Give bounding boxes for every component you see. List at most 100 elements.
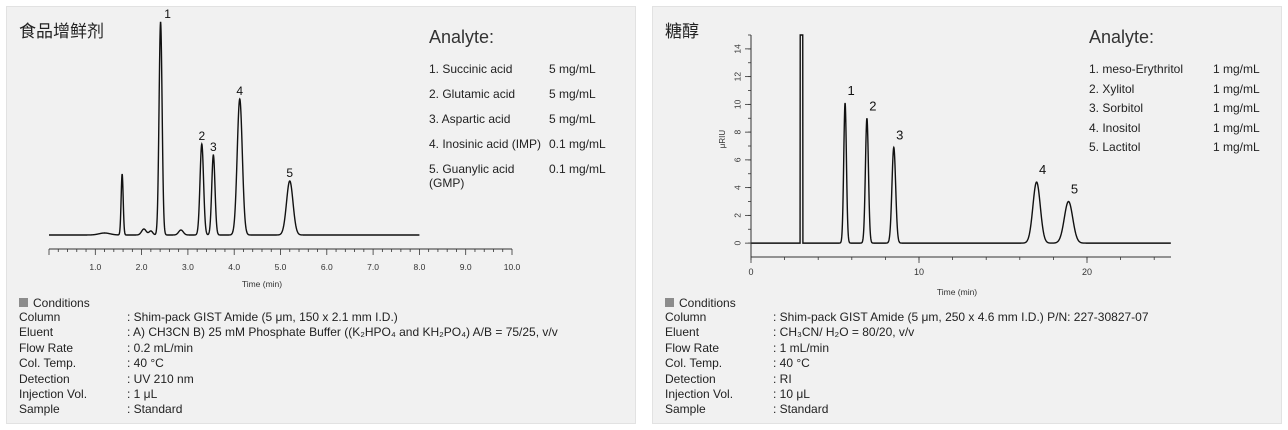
x-tick-label: 9.0	[460, 262, 472, 272]
analyte-name: 3. Aspartic acid	[429, 112, 511, 126]
condition-value: : UV 210 nm	[127, 371, 194, 386]
peak-label: 5	[286, 166, 293, 180]
analyte-item: 5. Lactitol 1 mg/mL	[1089, 140, 1260, 160]
condition-label: Detection	[19, 371, 70, 386]
condition-row: Detection : UV 210 nm	[19, 372, 558, 387]
analyte-name: 1. meso-Erythritol	[1089, 62, 1184, 76]
condition-value: : 40 °C	[127, 356, 164, 371]
condition-row: Col. Temp. : 40 °C	[19, 356, 558, 371]
chart-title: 食品增鲜剂	[19, 22, 104, 41]
y-tick-label: 12	[732, 72, 742, 82]
condition-value: : Standard	[773, 402, 829, 417]
condition-value: : A) CH3CN B) 25 mM Phosphate Buffer ((K…	[127, 325, 558, 340]
peak-label: 2	[869, 98, 876, 113]
peak-label: 3	[896, 127, 903, 142]
condition-value: : 1 mL/min	[773, 340, 830, 355]
analyte-name: 2. Xylitol	[1089, 81, 1135, 96]
condition-row: Sample : Standard	[665, 402, 1149, 417]
x-tick-label: 0	[748, 267, 753, 277]
condition-row: Column: Shim-pack GIST Amide (5 μm, 150 …	[19, 310, 558, 325]
peak-label: 4	[1039, 162, 1046, 177]
analyte-concentration: 1 mg/mL	[1213, 81, 1260, 96]
condition-label: Col. Temp.	[665, 356, 723, 371]
analyte-item: 1. Succinic acid 5 mg/mL	[429, 62, 606, 87]
condition-row: Eluent : A) CH3CN B) 25 mM Phosphate Buff…	[19, 325, 558, 340]
x-tick-label: 20	[1082, 267, 1092, 277]
analyte-heading: Analyte:	[1089, 27, 1155, 47]
condition-value: : Shim-pack GIST Amide (5 μm, 150 x 2.1 …	[127, 310, 398, 324]
analyte-heading: Analyte:	[429, 27, 495, 47]
y-tick-label: 2	[732, 213, 742, 218]
x-tick-label: 1.0	[89, 262, 101, 272]
chromatogram-panel-sugar-alcohols: 糖醇 0 10 20 0 2 4 6 8 10 12 14 μRIU Time (min) 1 2 3 4 5 A…	[652, 6, 1282, 424]
y-axis-label: μRIU	[718, 130, 727, 149]
analyte-item: 1. meso-Erythritol 1 mg/mL	[1089, 62, 1260, 82]
analyte-concentration: 1 mg/mL	[1213, 120, 1260, 135]
x-tick-label: 2.0	[136, 262, 148, 272]
conditions-heading: Conditions	[665, 295, 1149, 310]
condition-row: Injection Vol. : 10 μL	[665, 387, 1149, 402]
condition-value: : CH₃CN/ H₂O = 80/20, v/v	[773, 325, 915, 340]
condition-label: Column	[665, 310, 707, 324]
peak-label: 3	[210, 140, 217, 154]
chromatogram-trace	[49, 21, 420, 236]
condition-label: Eluent	[19, 325, 54, 340]
x-tick-label: 10.0	[504, 262, 521, 272]
x-tick-label: 8.0	[413, 262, 425, 272]
condition-value: : 10 μL	[773, 386, 810, 401]
analyte-name: 5. Guanylic acid (GMP)	[429, 162, 515, 190]
analyte-concentration: 0.1 mg/mL	[549, 162, 606, 176]
analyte-concentration: 5 mg/mL	[549, 62, 596, 76]
conditions-heading-text: Conditions	[33, 295, 90, 310]
y-tick-label: 8	[732, 129, 742, 134]
condition-label: Injection Vol.	[19, 386, 88, 401]
analyte-name: 5. Lactitol	[1089, 140, 1141, 154]
condition-value: : Standard	[127, 402, 183, 417]
condition-value: : 40 °C	[773, 356, 810, 371]
analyte-item: 4. Inosinic acid (IMP) 0.1 mg/mL	[429, 137, 606, 162]
analyte-concentration: 1 mg/mL	[1213, 101, 1260, 115]
square-bullet-icon	[665, 298, 674, 307]
x-tick-label: 7.0	[367, 262, 379, 272]
analyte-concentration: 5 mg/mL	[549, 112, 596, 126]
chromatogram-trace	[751, 34, 1171, 244]
peak-label: 1	[164, 7, 171, 21]
condition-label: Detection	[665, 371, 716, 386]
condition-row: Injection Vol.: 1 μL	[19, 387, 558, 402]
condition-row: Eluent: CH₃CN/ H₂O = 80/20, v/v	[665, 325, 1149, 340]
condition-row: Column : Shim-pack GIST Amide (5 μm, 250 …	[665, 310, 1149, 325]
analyte-name: 2. Glutamic acid	[429, 87, 516, 101]
condition-label: Injection Vol.	[665, 386, 734, 401]
x-tick-label: 3.0	[182, 262, 194, 272]
analyte-concentration: 1 mg/mL	[1213, 140, 1260, 154]
condition-row: Flow Rate: 1 mL/min	[665, 341, 1149, 356]
chromatogram-chart: 1.0 2.0 3.0 4.0 5.0 6.0 7.0 8.0 9.0 10.0 Time (min…	[48, 7, 521, 289]
chromatogram-panel-flavor-enhancers: 食品增鲜剂 1.0 2.0 3.0 4.0 5.0 6.0 7.0 8.0 9.0 10.0 Tim…	[6, 6, 636, 424]
analyte-item: 2. Glutamic acid 5 mg/mL	[429, 87, 606, 112]
conditions-heading: Conditions	[19, 295, 558, 310]
analyte-item: 3. Sorbitol 1 mg/mL	[1089, 101, 1260, 121]
x-tick-label: 5.0	[275, 262, 287, 272]
condition-value: : 0.2 mL/min	[127, 340, 194, 355]
conditions-block: Conditions Column : Shim-pack GIST Amide …	[665, 295, 1149, 418]
x-axis-label: Time (min)	[937, 287, 977, 297]
x-tick-label: 4.0	[228, 262, 240, 272]
condition-label: Col. Temp.	[19, 356, 77, 371]
peak-label: 4	[236, 84, 243, 98]
analyte-item: 2. Xylitol 1 mg/mL	[1089, 82, 1260, 102]
condition-value: : Shim-pack GIST Amide (5 μm, 250 x 4.6 …	[773, 310, 1149, 324]
y-tick-label: 10	[732, 99, 742, 109]
condition-label: Sample	[19, 402, 60, 417]
analyte-name: 4. Inosinic acid (IMP)	[429, 137, 542, 151]
peak-label: 5	[1071, 182, 1078, 197]
analyte-name: 3. Sorbitol	[1089, 101, 1144, 115]
analyte-concentration: 0.1 mg/mL	[549, 137, 606, 151]
y-tick-label: 14	[732, 44, 742, 54]
analyte-list: Analyte: 1. meso-Erythritol 1 mg/mL 2. X…	[1089, 27, 1260, 160]
chart-title: 糖醇	[665, 22, 699, 41]
condition-value: : RI	[773, 371, 792, 386]
condition-label: Sample	[665, 402, 706, 417]
condition-row: Col. Temp. : 40 °C	[665, 356, 1149, 371]
conditions-heading-text: Conditions	[679, 295, 736, 310]
